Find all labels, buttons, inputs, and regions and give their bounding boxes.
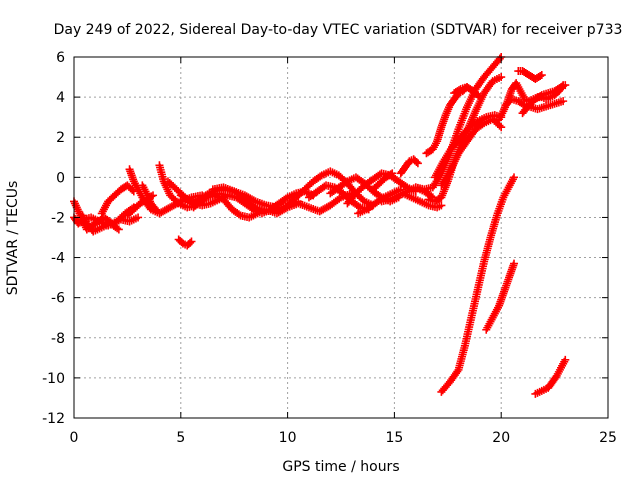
y-tick-label: -12 [42,411,65,427]
series-track-07 [138,181,162,216]
grid [74,57,608,418]
y-axis-label: SDTVAR / TECUs [5,181,21,296]
data-point [497,123,506,132]
data-point [510,259,519,268]
series-track-14 [232,187,318,218]
x-tick-label: 25 [599,430,617,446]
y-tick-label: -6 [51,291,65,307]
chart-title: Day 249 of 2022, Sidereal Day-to-day VTE… [54,22,623,38]
series-track-31 [437,173,519,396]
plot-frame [73,56,609,419]
x-tick-label: 5 [176,430,185,446]
data-point [187,237,196,246]
series-track-19 [343,169,420,208]
series-track-30 [450,83,484,102]
series-track-28 [430,111,506,182]
y-tick-label: -2 [51,210,65,226]
y-tick-label: -10 [42,371,65,387]
series-track-21 [369,169,397,194]
x-tick-label: 20 [492,430,510,446]
data-point [497,73,506,82]
y-tick-label: 4 [56,90,65,106]
y-tick-label: -4 [51,251,65,267]
series-track-35 [514,67,546,84]
plot-area [70,53,570,398]
x-axis-label: GPS time / hours [282,459,399,475]
data-point [537,71,546,80]
data-point [114,225,123,234]
y-tick-label: 2 [56,130,65,146]
data-point [475,93,484,102]
data-point [561,355,570,364]
series-track-23 [396,155,422,178]
series-track-03 [78,211,123,236]
data-point [559,97,568,106]
series-track-10 [174,235,196,250]
data-point [561,81,570,90]
series-track-32 [482,259,519,334]
x-tick-label: 10 [279,430,297,446]
series-track-04 [97,181,138,218]
data-point [153,207,162,216]
axes-ticks: 0 5 10 15 20 25 -12 -10 -8 -6 -4 -2 0 2 4 6 [42,50,617,446]
data-point [388,169,397,178]
data-point [510,173,519,182]
y-tick-label: 0 [56,170,65,186]
x-tick-label: 15 [385,430,403,446]
series-track-34 [501,95,568,114]
series-track-36 [518,81,570,118]
data-point [413,159,422,168]
series-track-06 [123,191,158,220]
series-track-02 [70,203,138,230]
data-point [437,201,446,210]
series-track-29 [437,115,506,190]
data-point [134,213,143,222]
series-track-37 [531,355,570,398]
y-tick-label: -8 [51,331,65,347]
y-tick-label: 6 [56,50,65,66]
x-tick-label: 0 [70,430,79,446]
